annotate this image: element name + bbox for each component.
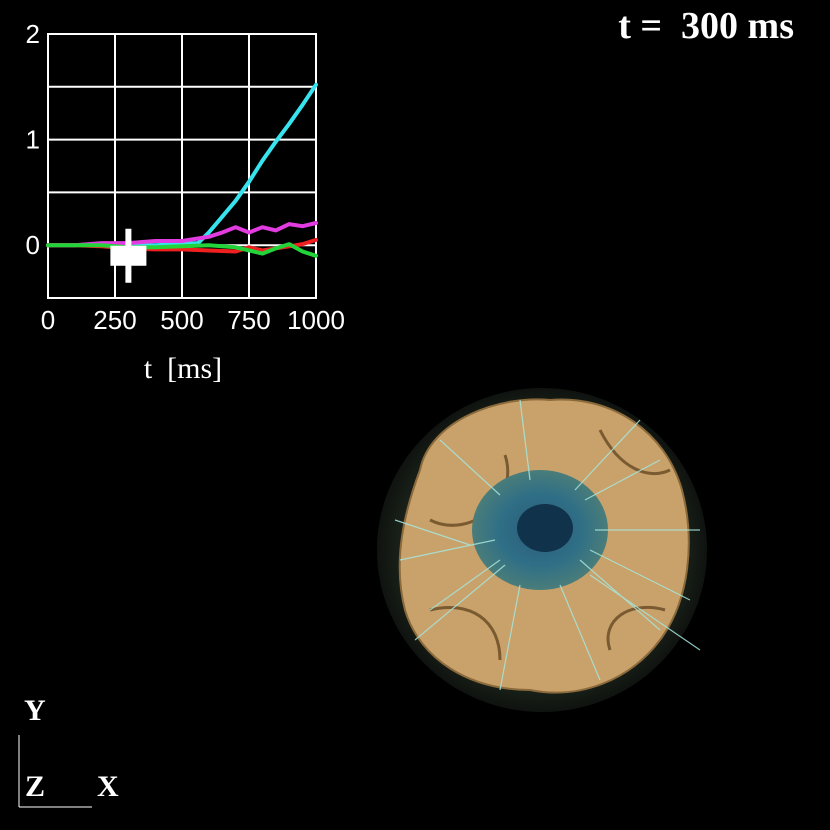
z-axis-letter: Z (25, 770, 46, 803)
series-line-2 (46, 221, 318, 248)
y-tick-label: 0 (26, 230, 40, 260)
x-tick-label: 750 (227, 305, 270, 335)
y-tick-label: 1 (26, 125, 40, 155)
x-tick-label: 500 (160, 305, 203, 335)
time-label: t = 300 ms (618, 5, 794, 47)
x-axis-label: t [ms] (144, 352, 222, 385)
x-axis-letter: X (97, 770, 119, 803)
series-line-4 (46, 242, 318, 258)
x-tick-label: 1000 (287, 305, 345, 335)
chart-grid (47, 33, 317, 299)
y-tick-label: 2 (26, 19, 40, 49)
simulation-render (377, 388, 707, 712)
y-axis-letter: Y (24, 694, 46, 727)
chart-ticks: 0 250 500 750 1000 2 1 0 (26, 19, 345, 335)
x-tick-label: 0 (41, 305, 55, 335)
x-tick-label: 250 (93, 305, 136, 335)
axes-lines (18, 735, 92, 808)
chart-series-layer (46, 82, 318, 283)
orientation-axes: Y Z X (0, 690, 140, 820)
time-marker-stem (125, 228, 132, 283)
